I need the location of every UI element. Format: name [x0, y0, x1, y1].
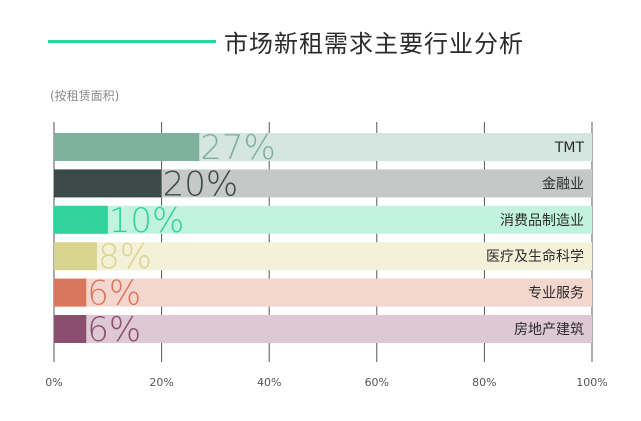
- category-label-4: 专业服务: [528, 286, 584, 302]
- bar-track-5: [54, 315, 592, 343]
- category-label-2: 消费品制造业: [500, 213, 584, 229]
- x-tick-label-5: 100%: [576, 376, 607, 389]
- x-tick-label-1: 20%: [149, 376, 173, 389]
- chart-title: 市场新租需求主要行业分析: [224, 30, 524, 58]
- chart-subtitle: (按租赁面积): [50, 89, 120, 103]
- value-label-3: 8%: [98, 237, 152, 277]
- value-label-1: 20%: [163, 164, 239, 204]
- value-label-2: 10%: [109, 201, 185, 241]
- category-label-5: 房地产建筑: [514, 322, 584, 338]
- x-axis-ticks: 0% 20% 40% 60% 80% 100%: [45, 376, 607, 389]
- category-label-3: 医疗及生命科学: [486, 248, 584, 265]
- bar-track-4: [54, 278, 592, 307]
- bar-1: [54, 169, 162, 198]
- bar-track-3: [54, 242, 592, 271]
- category-label-0: TMT: [554, 140, 585, 156]
- x-tick-label-3: 60%: [365, 376, 389, 389]
- x-tick-label-4: 80%: [472, 376, 496, 389]
- bars-group: 27% TMT 20% 金融业 10% 消费品制造业 8% 医疗及生命科学 6% 专业服务 6% 房地…: [54, 128, 592, 350]
- value-label-0: 27%: [200, 128, 276, 168]
- category-label-1: 金融业: [542, 176, 584, 192]
- x-tick-label-2: 40%: [257, 376, 281, 389]
- value-label-5: 6%: [87, 310, 141, 350]
- bar-3: [54, 242, 98, 271]
- title-accent-line: [48, 40, 216, 43]
- bar-0: [54, 133, 200, 161]
- bar-4: [54, 278, 87, 307]
- bar-track-2: [54, 205, 592, 234]
- bar-2: [54, 205, 108, 234]
- x-tick-label-0: 0%: [45, 376, 62, 389]
- bar-5: [54, 315, 87, 343]
- value-label-4: 6%: [87, 274, 141, 314]
